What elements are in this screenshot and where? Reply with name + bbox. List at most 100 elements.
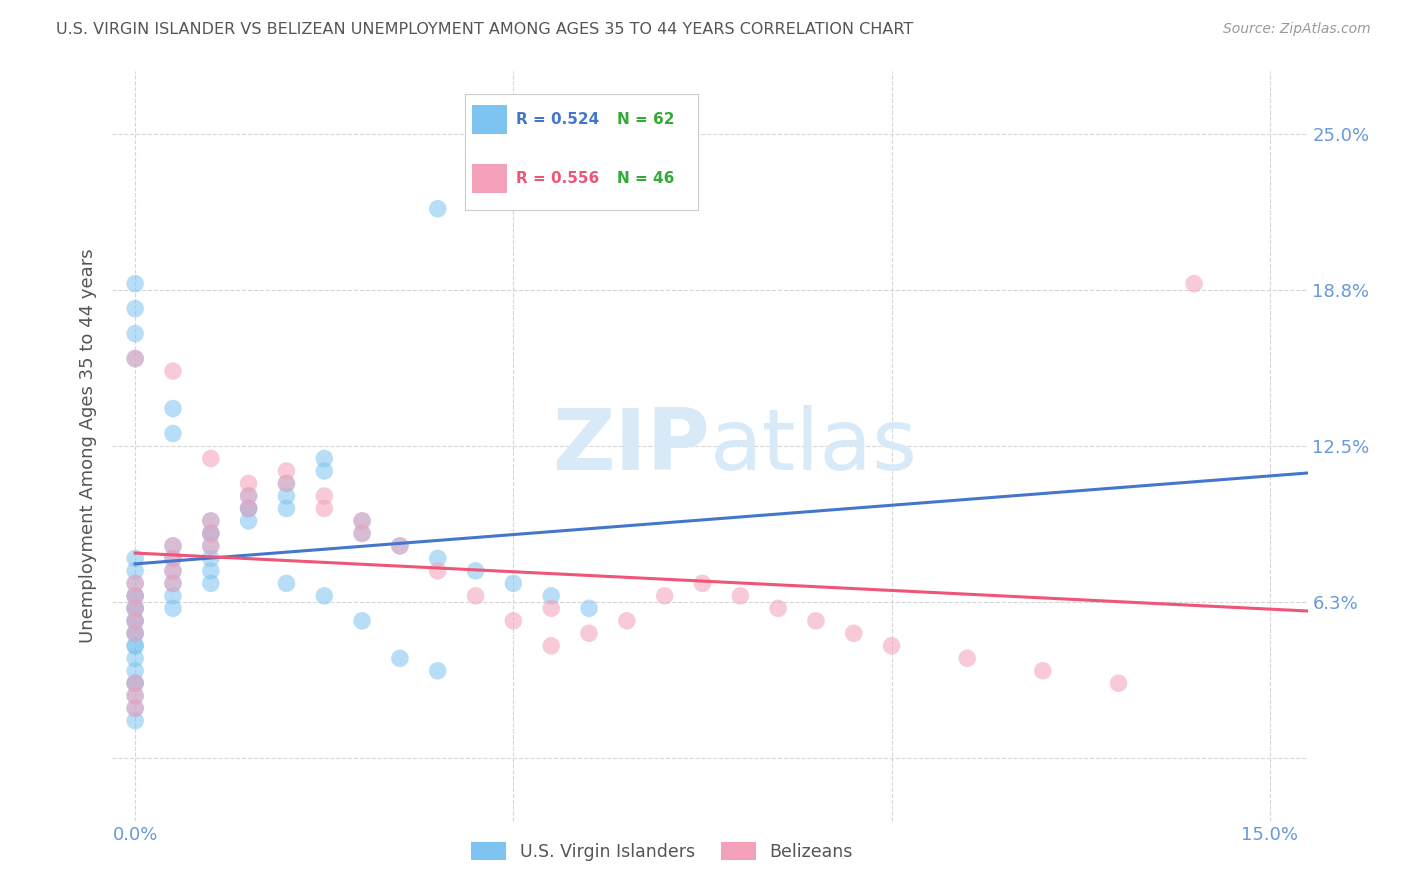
Point	[578, 626, 600, 640]
Point	[162, 576, 184, 591]
Point	[200, 451, 222, 466]
Point	[124, 614, 146, 628]
Point	[502, 614, 524, 628]
Point	[124, 676, 146, 690]
Point	[766, 601, 789, 615]
Point	[540, 589, 562, 603]
Point	[124, 651, 146, 665]
Text: Source: ZipAtlas.com: Source: ZipAtlas.com	[1223, 22, 1371, 37]
Point	[124, 626, 146, 640]
Point	[124, 277, 146, 291]
Point	[162, 564, 184, 578]
Point	[124, 301, 146, 316]
Point	[124, 589, 146, 603]
Text: U.S. VIRGIN ISLANDER VS BELIZEAN UNEMPLOYMENT AMONG AGES 35 TO 44 YEARS CORRELAT: U.S. VIRGIN ISLANDER VS BELIZEAN UNEMPLO…	[56, 22, 914, 37]
Point	[162, 426, 184, 441]
Point	[276, 476, 298, 491]
Point	[124, 714, 146, 728]
Point	[540, 601, 562, 615]
Point	[388, 539, 411, 553]
Point	[314, 501, 336, 516]
Point	[200, 551, 222, 566]
Point	[162, 539, 184, 553]
Point	[956, 651, 979, 665]
Point	[200, 539, 222, 553]
Point	[238, 489, 260, 503]
Point	[314, 464, 336, 478]
Point	[314, 489, 336, 503]
Point	[426, 202, 449, 216]
Point	[352, 526, 374, 541]
Point	[238, 501, 260, 516]
Point	[200, 576, 222, 591]
Point	[1182, 277, 1205, 291]
Point	[124, 576, 146, 591]
Point	[124, 676, 146, 690]
Point	[842, 626, 865, 640]
Point	[238, 514, 260, 528]
Point	[124, 589, 146, 603]
Point	[426, 664, 449, 678]
Point	[276, 476, 298, 491]
Point	[276, 576, 298, 591]
Point	[804, 614, 827, 628]
Point	[124, 689, 146, 703]
Point	[464, 589, 486, 603]
Point	[388, 651, 411, 665]
Point	[162, 551, 184, 566]
Point	[124, 564, 146, 578]
Text: ZIP: ZIP	[553, 404, 710, 488]
Point	[200, 539, 222, 553]
Point	[276, 501, 298, 516]
Point	[578, 601, 600, 615]
Point	[238, 501, 260, 516]
Point	[162, 539, 184, 553]
Point	[124, 589, 146, 603]
Point	[426, 551, 449, 566]
Point	[162, 401, 184, 416]
Point	[124, 639, 146, 653]
Point	[238, 489, 260, 503]
Point	[314, 451, 336, 466]
Point	[352, 526, 374, 541]
Point	[352, 514, 374, 528]
Point	[124, 614, 146, 628]
Point	[200, 526, 222, 541]
Point	[124, 701, 146, 715]
Point	[1108, 676, 1130, 690]
Point	[124, 614, 146, 628]
Point	[616, 614, 638, 628]
Point	[124, 664, 146, 678]
Point	[464, 564, 486, 578]
Point	[124, 689, 146, 703]
Point	[730, 589, 752, 603]
Point	[124, 601, 146, 615]
Point	[1032, 664, 1054, 678]
Point	[314, 589, 336, 603]
Point	[352, 514, 374, 528]
Point	[124, 626, 146, 640]
Point	[200, 526, 222, 541]
Point	[502, 576, 524, 591]
Point	[162, 551, 184, 566]
Point	[124, 701, 146, 715]
Point	[162, 364, 184, 378]
Legend: U.S. Virgin Islanders, Belizeans: U.S. Virgin Islanders, Belizeans	[464, 836, 860, 868]
Point	[276, 489, 298, 503]
Point	[200, 526, 222, 541]
Point	[388, 539, 411, 553]
Point	[162, 576, 184, 591]
Point	[238, 501, 260, 516]
Point	[654, 589, 676, 603]
Text: atlas: atlas	[710, 404, 918, 488]
Point	[162, 601, 184, 615]
Point	[124, 551, 146, 566]
Point	[426, 564, 449, 578]
Point	[124, 351, 146, 366]
Point	[200, 564, 222, 578]
Point	[124, 639, 146, 653]
Point	[540, 639, 562, 653]
Point	[162, 589, 184, 603]
Point	[276, 464, 298, 478]
Point	[124, 326, 146, 341]
